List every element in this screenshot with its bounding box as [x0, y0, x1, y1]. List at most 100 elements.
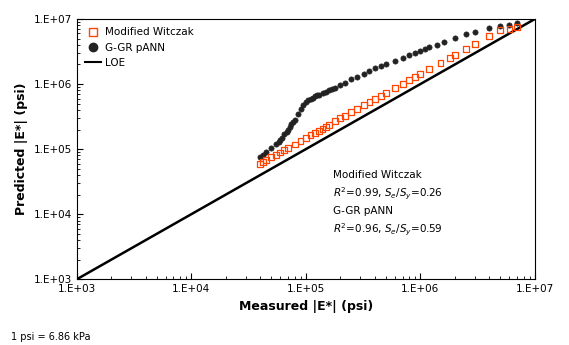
Point	[370, 96, 380, 102]
Point	[274, 139, 283, 145]
Point	[410, 50, 419, 56]
Point	[310, 93, 319, 99]
Point	[513, 24, 522, 30]
Point	[405, 52, 414, 58]
Point	[416, 71, 425, 77]
Point	[359, 71, 368, 76]
Point	[278, 135, 287, 140]
Point	[331, 119, 340, 124]
Point	[450, 52, 459, 58]
Point	[293, 111, 302, 117]
Point	[461, 32, 471, 37]
Point	[376, 93, 385, 99]
Point	[276, 150, 285, 155]
Point	[390, 58, 399, 63]
Point	[365, 99, 374, 105]
Point	[321, 124, 331, 129]
Point	[318, 91, 327, 96]
Point	[376, 63, 385, 69]
Point	[485, 33, 494, 39]
Point	[381, 90, 390, 96]
Point	[306, 96, 315, 102]
Point	[324, 122, 333, 128]
Point	[271, 152, 281, 158]
Point	[398, 55, 407, 60]
Point	[306, 132, 315, 138]
Point	[267, 145, 276, 150]
Point	[381, 61, 390, 67]
Point	[308, 95, 318, 100]
Point	[359, 102, 368, 108]
Point	[505, 26, 514, 32]
Point	[352, 106, 361, 111]
Point	[267, 155, 276, 160]
Point	[445, 56, 454, 61]
Point	[432, 42, 442, 47]
Point	[436, 60, 445, 66]
Point	[290, 117, 299, 123]
Point	[425, 45, 434, 50]
Point	[280, 131, 289, 137]
Point	[318, 126, 327, 131]
Point	[271, 141, 281, 147]
Point	[289, 119, 298, 125]
Point	[276, 137, 285, 142]
Point	[255, 161, 265, 166]
Point	[314, 92, 323, 97]
Point	[450, 35, 459, 41]
Point	[352, 74, 361, 79]
Point	[365, 68, 374, 73]
Point	[321, 89, 331, 95]
Point	[336, 82, 345, 88]
Point	[336, 116, 345, 121]
Point	[301, 99, 310, 105]
Point	[262, 157, 271, 163]
Text: Modified Witczak
$R^2$=0.99, $S_e$/$S_y$=0.26
G-GR pANN
$R^2$=0.96, $S_e$/$S_y$=: Modified Witczak $R^2$=0.99, $S_e$/$S_y$…	[333, 170, 443, 238]
Point	[296, 106, 305, 111]
Y-axis label: Predicted |E*| (psi): Predicted |E*| (psi)	[15, 83, 28, 215]
Point	[340, 113, 349, 118]
Point	[280, 147, 289, 153]
Point	[439, 39, 448, 45]
Point	[287, 122, 296, 127]
Point	[370, 66, 380, 71]
Point	[296, 139, 305, 144]
Point	[410, 74, 419, 80]
Point	[258, 153, 267, 158]
Point	[258, 159, 267, 165]
Point	[312, 93, 321, 98]
Point	[301, 135, 310, 141]
Point	[390, 86, 399, 91]
Point	[471, 41, 480, 47]
Point	[425, 66, 434, 72]
Point	[471, 29, 480, 34]
Legend: Modified Witczak, G-GR pANN, LOE: Modified Witczak, G-GR pANN, LOE	[82, 24, 197, 71]
Point	[416, 48, 425, 53]
Point	[405, 78, 414, 83]
Point	[347, 109, 356, 115]
Point	[340, 80, 349, 86]
Point	[505, 22, 514, 27]
Point	[290, 142, 299, 147]
Point	[314, 128, 323, 134]
Point	[496, 23, 505, 29]
Point	[299, 102, 308, 108]
Point	[304, 98, 313, 103]
Point	[398, 81, 407, 87]
Point	[255, 155, 265, 160]
Point	[331, 85, 340, 90]
Point	[283, 145, 292, 150]
Point	[282, 129, 291, 135]
Point	[286, 124, 295, 130]
Point	[324, 88, 333, 93]
Text: 1 psi = 6.86 kPa: 1 psi = 6.86 kPa	[11, 332, 91, 342]
Point	[496, 27, 505, 32]
Point	[461, 46, 471, 52]
Point	[283, 127, 292, 132]
Point	[513, 20, 522, 26]
X-axis label: Measured |E*| (psi): Measured |E*| (psi)	[238, 300, 373, 313]
Point	[485, 26, 494, 31]
Point	[347, 77, 356, 82]
Point	[262, 149, 271, 155]
Point	[328, 86, 337, 92]
